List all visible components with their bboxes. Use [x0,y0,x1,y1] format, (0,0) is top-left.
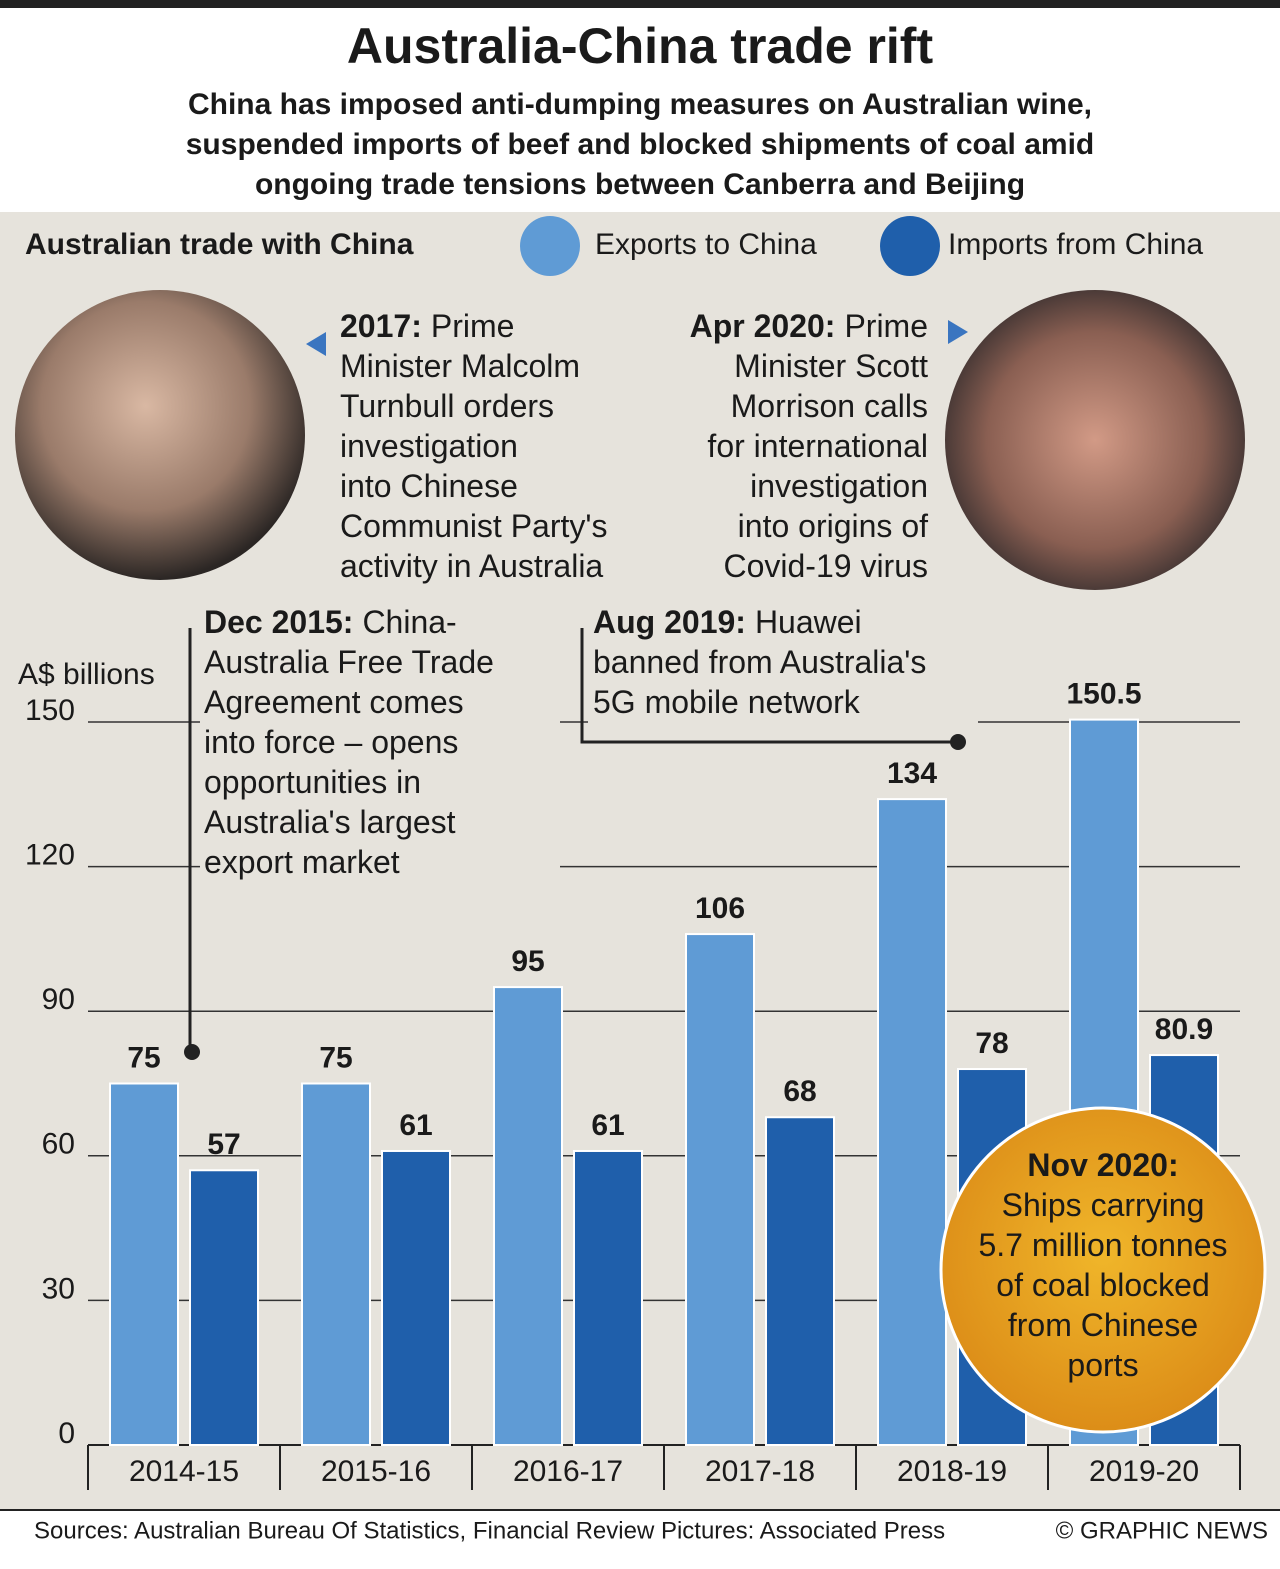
annotation-line: investigation [340,428,518,464]
value-label: 80.9 [1155,1013,1213,1046]
annotation-line: into force – opens [204,724,458,760]
annotation-date: 2017: [340,308,422,344]
x-tick-label: 2018-19 [897,1455,1007,1488]
annotation-line: from Chinese [1008,1307,1198,1343]
annotation-line: Agreement comes [204,684,464,720]
annotation-line: for international [707,428,928,464]
annotation-line: Minister Scott [734,348,928,384]
connector-dot [184,1044,200,1060]
bar [189,1169,259,1446]
annotation-line: Ships carrying [1002,1187,1205,1223]
annotation-line: export market [204,844,400,880]
annotation-line: of coal blocked [996,1267,1209,1303]
bar [381,1149,451,1446]
value-label: 57 [207,1128,240,1161]
annotation: Nov 2020: Ships carrying 5.7 million tonne… [978,1147,1227,1383]
legend-label: Exports to China [595,228,817,261]
annotation-line: banned from Australia's [593,644,926,680]
bar [765,1116,835,1446]
photo-morrison [945,290,1245,590]
x-tick-label: 2015-16 [321,1455,431,1488]
bar [573,1149,643,1446]
annotation-line: 5G mobile network [593,684,861,720]
title: Australia-China trade rift [347,18,934,74]
top-bar [0,0,1280,8]
connector [580,628,958,744]
annotation-line: Morrison calls [731,388,928,424]
callout-circle [939,1106,1267,1434]
value-label: 78 [975,1027,1008,1060]
pointer-right [948,320,968,344]
annotation-line: Prime [844,308,928,344]
annotation-line: into origins of [738,508,928,544]
annotation-line: investigation [750,468,928,504]
y-tick-label: 0 [58,1417,75,1450]
value-label: 68 [783,1075,816,1108]
y-tick-label: 30 [42,1272,75,1305]
annotation-line: 5.7 million tonnes [978,1227,1227,1263]
y-tick-label: 90 [42,983,75,1016]
legend-swatch [520,216,580,276]
legend-swatch [880,216,940,276]
annotation-line: Communist Party's [340,508,608,544]
annotation-line: activity in Australia [340,548,603,584]
annotation: Apr 2020: Prime Minister Scott Morrison cal… [690,308,929,584]
annotation-line: China- [362,604,456,640]
annotation: Dec 2015: China- Australia Free Trade Agree… [204,604,494,880]
value-label: 95 [511,945,544,978]
x-tick-label: 2019-20 [1089,1455,1199,1488]
annotations: 2017: Prime Minister Malcolm Turnbull order… [184,308,1267,1434]
bar [685,933,755,1447]
annotation-line: Australia's largest [204,804,456,840]
annotation-line: Prime [431,308,515,344]
value-label: 61 [399,1109,432,1142]
subtitle: suspended imports of beef and blocked sh… [186,128,1094,161]
note-backdrop [588,600,978,725]
annotation-date: Dec 2015: [204,604,353,640]
annotation-line: into Chinese [340,468,518,504]
bar [877,798,947,1446]
photo-turnbull [15,290,305,580]
annotation-date: Nov 2020: [1027,1147,1178,1183]
pointer-left [306,332,326,356]
bar [493,986,563,1446]
annotation-line: Covid-19 virus [723,548,928,584]
annotation-line: Australia Free Trade [204,644,494,680]
bar [109,1082,179,1446]
legend-title: Australian trade with China [25,228,414,261]
annotation: 2017: Prime Minister Malcolm Turnbull order… [340,308,608,584]
note-backdrop [200,600,560,890]
sources: Sources: Australian Bureau Of Statistics… [34,1517,945,1544]
y-tick-label: 60 [42,1128,75,1161]
value-label: 150.5 [1066,678,1141,711]
annotation-date: Aug 2019: [593,604,746,640]
value-label: 134 [887,757,937,790]
legend-label: Imports from China [948,228,1203,261]
annotation: Aug 2019: Huawei banned from Australia's 5G… [593,604,926,720]
bar [301,1082,371,1446]
annotation-line: opportunities in [204,764,421,800]
connector-dot [950,734,966,750]
value-label: 75 [319,1041,352,1074]
subtitle: ongoing trade tensions between Canberra … [255,168,1025,201]
value-label: 106 [695,892,745,925]
x-tick-label: 2016-17 [513,1455,623,1488]
y-tick-label: 150 [25,694,75,727]
subtitle: China has imposed anti-dumping measures … [188,88,1092,121]
annotation-line: Minister Malcolm [340,348,580,384]
value-label: 61 [591,1109,624,1142]
annotation-date: Apr 2020: [690,308,836,344]
y-axis-label: A$ billions [18,658,155,691]
annotation-line: Turnbull orders [340,388,554,424]
x-tick-label: 2017-18 [705,1455,815,1488]
value-label: 75 [127,1041,160,1074]
annotation-line: ports [1067,1347,1138,1383]
credit: © GRAPHIC NEWS [1056,1517,1268,1544]
x-tick-label: 2014-15 [129,1455,239,1488]
y-tick-label: 120 [25,839,75,872]
annotation-line: Huawei [755,604,862,640]
